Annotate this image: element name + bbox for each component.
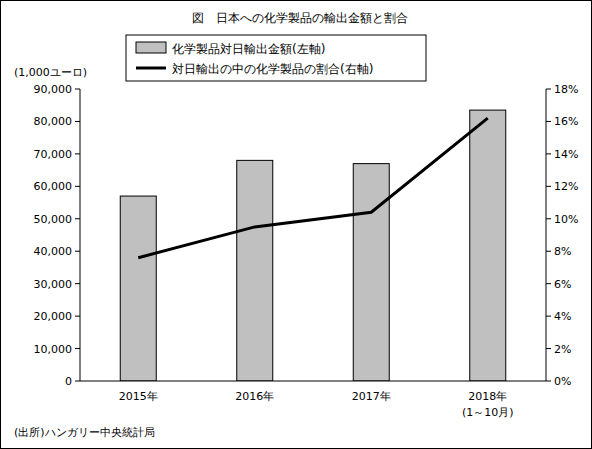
y-tick-label: 60,000	[34, 180, 73, 193]
bar	[120, 196, 156, 381]
y-tick	[75, 153, 80, 154]
y-tick	[75, 121, 80, 122]
y-tick-label: 90,000	[34, 83, 73, 96]
y2-tick-label: 2%	[554, 343, 571, 356]
y2-tick	[546, 121, 551, 122]
line	[138, 118, 488, 258]
plot-marks	[120, 110, 506, 381]
y2-tick-label: 12%	[554, 180, 578, 193]
x-axis	[80, 381, 546, 382]
bar	[237, 160, 273, 381]
y-tick	[75, 251, 80, 252]
y-tick	[75, 316, 80, 317]
y-tick-label: 70,000	[34, 148, 73, 161]
legend-label: 化学製品対日輸出金額(左軸)	[172, 42, 325, 56]
y-tick-label: 40,000	[34, 245, 73, 258]
x-tick-label: 2017年	[352, 390, 391, 403]
y2-tick	[546, 218, 551, 219]
legend-swatch	[136, 42, 166, 53]
y2-tick-label: 10%	[554, 213, 578, 226]
legend-swatch	[136, 67, 166, 70]
y-tick	[75, 283, 80, 284]
y2-tick	[546, 381, 551, 382]
source: (出所)ハンガリー中央統計局	[14, 426, 155, 439]
y2-tick	[546, 348, 551, 349]
y-tick-label: 80,000	[34, 115, 73, 128]
y2-tick	[546, 251, 551, 252]
y-tick	[75, 186, 80, 187]
y2-tick	[546, 316, 551, 317]
x-tick-label: 2018年 (1～10月)	[462, 390, 514, 419]
y2-tick-label: 14%	[554, 148, 578, 161]
x-tick-label-line: (1～10月)	[462, 406, 514, 419]
y-tick	[75, 348, 80, 349]
y-tick-label: 20,000	[34, 310, 73, 323]
y2-tick-label: 4%	[554, 310, 571, 323]
frame	[1, 1, 592, 449]
legend-box	[126, 35, 426, 81]
y-tick-label: 50,000	[34, 213, 73, 226]
y2-tick	[546, 186, 551, 187]
x-tick-label: 2016年	[235, 390, 274, 403]
y-axis	[80, 89, 81, 381]
y2-tick	[546, 153, 551, 154]
y-tick	[75, 89, 80, 90]
y-axis-label: (1,000ユーロ)	[14, 66, 87, 79]
y-tick-label: 10,000	[34, 343, 73, 356]
bar	[353, 164, 389, 381]
y2-tick-label: 0%	[554, 375, 571, 388]
y2-tick	[546, 89, 551, 90]
bar	[470, 110, 506, 381]
y2-axis	[546, 89, 547, 381]
x-tick-label-line: 2017年	[352, 390, 391, 403]
y2-tick-label: 8%	[554, 245, 571, 258]
y-tick-label: 30,000	[34, 278, 73, 291]
y2-tick	[546, 283, 551, 284]
x-tick-label-line: 2016年	[235, 390, 274, 403]
y2-tick-label: 16%	[554, 115, 578, 128]
y-tick	[75, 218, 80, 219]
x-tick-label: 2015年	[119, 390, 158, 403]
y2-tick-label: 6%	[554, 278, 571, 291]
y-tick-label: 0	[65, 375, 72, 388]
x-tick-label-line: 2015年	[119, 390, 158, 403]
x-tick-label-line: 2018年	[468, 390, 507, 403]
y2-tick-label: 18%	[554, 83, 578, 96]
legend: 化学製品対日輸出金額(左軸) 対日輸出の中の化学製品の割合(右軸)	[126, 35, 426, 81]
legend-label: 対日輸出の中の化学製品の割合(右軸)	[172, 62, 373, 76]
y-tick	[75, 381, 80, 382]
chart: 図 日本への化学製品の輸出金額と割合 (1,000ユーロ) 0 10,000 20,00…	[0, 0, 592, 449]
title: 図 日本への化学製品の輸出金額と割合	[192, 11, 408, 25]
